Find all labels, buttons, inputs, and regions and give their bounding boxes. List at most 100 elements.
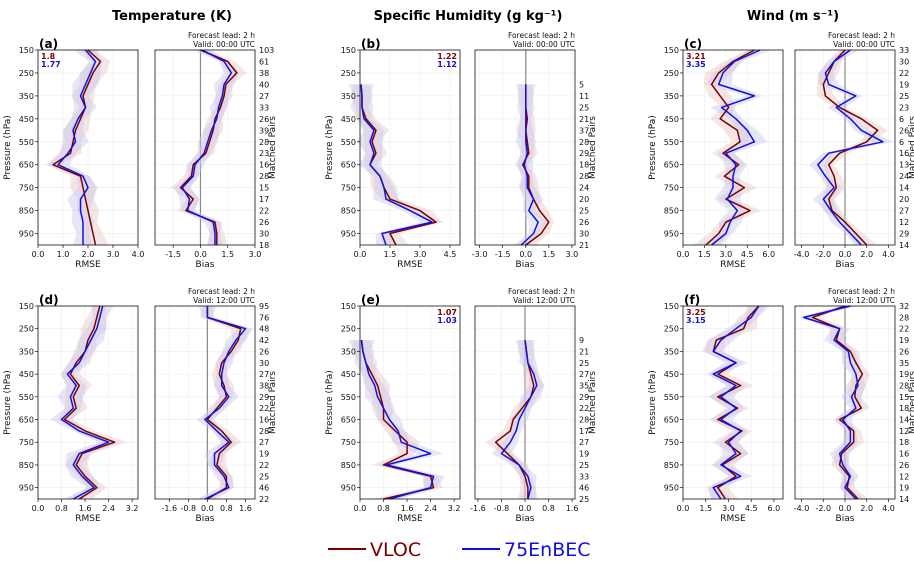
rmse-subplot: 0.0 1.5 3.0 4.5 6.0 RMSE 150 250 350 450 550 650 750… — [648, 293, 784, 524]
bias-subplot: -4.0 -2.0 0.0 2.0 4.0 Bias Forecast lead: 2 hV… — [794, 31, 914, 270]
x-tick-label: 2.0 — [860, 250, 873, 259]
matched-pairs-value: 25 — [579, 103, 589, 112]
y-tick-label: 450 — [19, 370, 34, 379]
matched-pairs-value: 33 — [579, 472, 589, 481]
matched-pairs-value: 32 — [899, 302, 909, 311]
matched-pairs-value: 26 — [899, 126, 909, 135]
series-line-vloc — [811, 305, 864, 500]
bias-axis-label: Bias — [836, 514, 855, 524]
matched-pairs-label: Matched Pairs — [908, 116, 914, 179]
matched-pairs-value: 22 — [579, 404, 589, 413]
y-axis-label: Pressure (hPa) — [325, 115, 335, 180]
summary-75enbec: 1.77 — [41, 60, 61, 69]
matched-pairs-value: 13 — [899, 161, 909, 170]
matched-pairs-value: 18 — [899, 404, 909, 413]
series-line-75enbec — [360, 84, 433, 246]
matched-pairs-value: 19 — [579, 450, 589, 459]
y-tick-label: 850 — [341, 461, 356, 470]
y-tick-label: 150 — [341, 302, 356, 311]
matched-pairs-value: 26 — [899, 461, 909, 470]
matched-pairs-value: 46 — [259, 484, 269, 493]
uncertainty-band-75enbec — [701, 50, 772, 245]
uncertainty-band-75enbec — [705, 306, 771, 499]
matched-pairs-value: 29 — [579, 149, 589, 158]
matched-pairs-value: 16 — [899, 149, 909, 158]
x-tick-label: -1.5 — [165, 250, 181, 259]
matched-pairs-value: 18 — [579, 161, 589, 170]
matched-pairs-value: 21 — [579, 115, 589, 124]
y-tick-label: 750 — [664, 438, 679, 447]
forecast-lead: Forecast lead: 2 h — [508, 287, 575, 296]
axes-frame — [682, 305, 784, 500]
matched-pairs-value: 14 — [899, 495, 909, 504]
x-tick-label: 1.0 — [57, 250, 70, 259]
rmse-axis-label: RMSE — [720, 514, 746, 524]
matched-pairs-value: 33 — [259, 103, 269, 112]
matched-pairs-value: 26 — [259, 218, 269, 227]
matched-pairs-value: 42 — [259, 336, 269, 345]
y-tick-label: 850 — [19, 207, 34, 216]
x-tick-label: 4.5 — [745, 504, 758, 513]
x-tick-label: 1.6 — [79, 504, 92, 513]
y-axis-label: Pressure (hPa) — [3, 115, 13, 180]
y-tick-label: 350 — [664, 347, 679, 356]
bias-subplot: -3.0 -1.5 0.0 1.5 3.0 Bias Forecast lead: 2 hV… — [472, 31, 598, 270]
matched-pairs-value: 28 — [259, 427, 269, 436]
series-line-75enbec — [711, 49, 761, 246]
y-tick-label: 250 — [341, 69, 356, 78]
x-tick-label: 1.6 — [566, 504, 579, 513]
axes-frame — [474, 49, 576, 246]
uncertainty-band-75enbec — [798, 306, 866, 499]
x-tick-label: 2.0 — [82, 250, 95, 259]
forecast-lead: Forecast lead: 2 h — [188, 31, 255, 40]
series-line-75enbec — [500, 340, 538, 500]
y-tick-label: 750 — [341, 438, 356, 447]
matched-pairs-value: 23 — [899, 103, 909, 112]
matched-pairs-value: 95 — [259, 302, 269, 311]
uncertainty-band-vloc — [58, 306, 128, 499]
matched-pairs-value: 12 — [899, 427, 909, 436]
x-tick-label: 0.0 — [839, 250, 852, 259]
x-tick-label: 0.0 — [839, 504, 852, 513]
matched-pairs-value: 25 — [259, 472, 269, 481]
matched-pairs-value: 19 — [899, 336, 909, 345]
panel-2: 0.0 1.5 3.0 4.5 6.0 RMSE 150 250 350 450 550 650 750… — [648, 31, 914, 270]
y-tick-label: 950 — [19, 484, 34, 493]
y-tick-label: 350 — [19, 92, 34, 101]
matched-pairs-value: 14 — [899, 416, 909, 425]
y-tick-label: 250 — [341, 325, 356, 334]
valid-time: Valid: 12:00 UTC — [833, 296, 895, 305]
y-tick-label: 250 — [664, 69, 679, 78]
matched-pairs-value: 28 — [579, 416, 589, 425]
y-tick-label: 450 — [341, 370, 356, 379]
matched-pairs-value: 61 — [259, 57, 269, 66]
x-tick-label: 1.5 — [699, 504, 712, 513]
matched-pairs-value: 6 — [899, 138, 904, 147]
y-tick-label: 450 — [664, 370, 679, 379]
x-tick-label: -4.0 — [794, 250, 810, 259]
valid-time: Valid: 12:00 UTC — [193, 296, 255, 305]
bias-axis-label: Bias — [516, 260, 535, 270]
matched-pairs-value: 35 — [899, 359, 909, 368]
y-tick-label: 650 — [341, 161, 356, 170]
x-tick-label: 4.0 — [132, 250, 145, 259]
y-tick-label: 150 — [341, 46, 356, 55]
matched-pairs-value: 30 — [259, 359, 269, 368]
axes-frame — [682, 49, 784, 246]
bias-axis-label: Bias — [196, 260, 215, 270]
legend: VLOC 75EnBEC — [328, 539, 591, 561]
matched-pairs-value: 28 — [259, 138, 269, 147]
x-tick-label: 0.0 — [32, 250, 45, 259]
panel-3: 0.0 0.8 1.6 2.4 3.2 RMSE 150 250 350 450 550 650 750… — [3, 287, 278, 524]
matched-pairs-value: 22 — [259, 207, 269, 216]
matched-pairs-value: 22 — [259, 461, 269, 470]
x-tick-label: 0.8 — [377, 504, 390, 513]
matched-pairs-value: 16 — [259, 416, 269, 425]
series-line-vloc — [206, 306, 242, 500]
series-line-vloc — [63, 305, 116, 500]
uncertainty-band-75enbec — [809, 50, 893, 245]
x-tick-label: 4.5 — [741, 250, 754, 259]
y-tick-label: 150 — [19, 302, 34, 311]
rmse-subplot: 0.0 0.8 1.6 2.4 3.2 RMSE 150 250 350 450 550 650 750… — [3, 293, 138, 524]
x-tick-label: 4.0 — [882, 250, 895, 259]
